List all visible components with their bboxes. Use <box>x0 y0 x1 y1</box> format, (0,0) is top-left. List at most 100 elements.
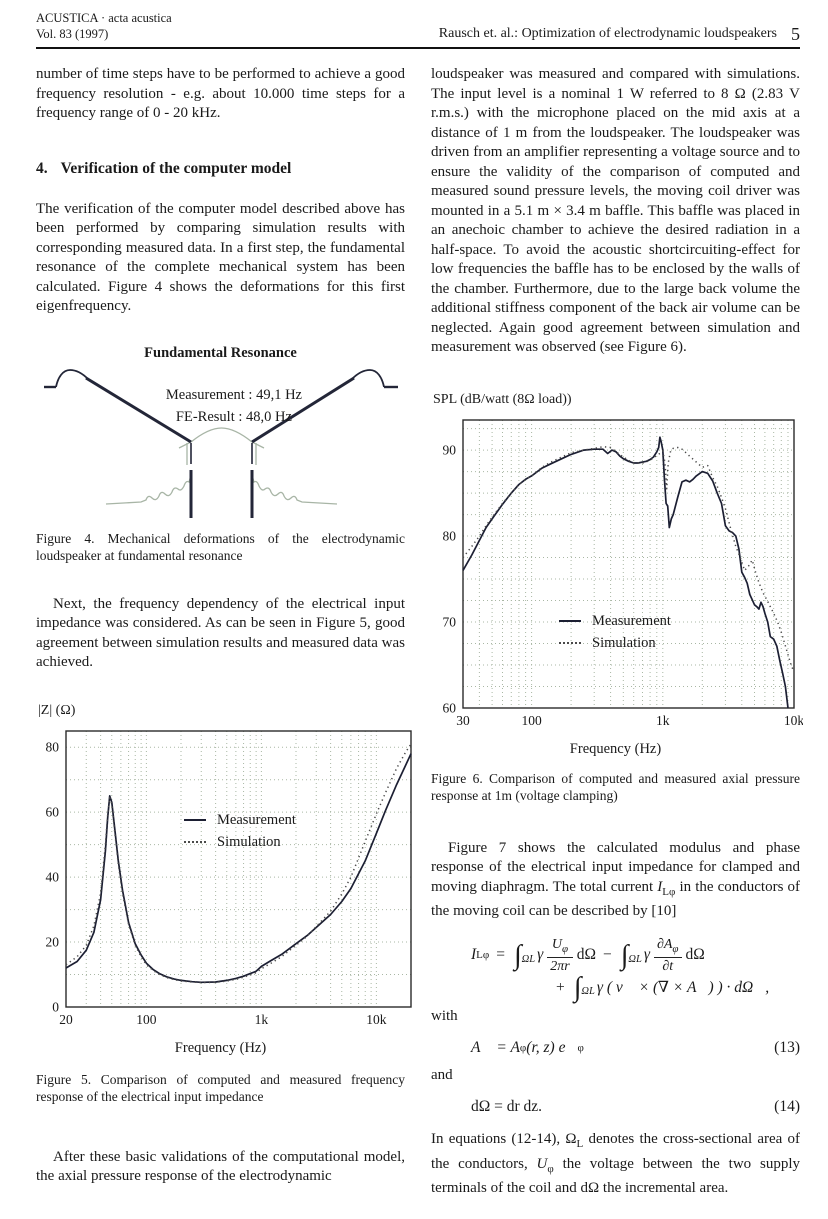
equation-number: (13) <box>774 1039 800 1057</box>
inline-math-sub: φ <box>547 1162 554 1175</box>
and-label: and <box>431 1067 453 1084</box>
paragraph: Figure 7 shows the calculated modulus an… <box>431 839 800 922</box>
figure4-title: Fundamental Resonance <box>144 344 297 361</box>
svg-text:20: 20 <box>59 1012 73 1027</box>
paragraph: number of time steps have to be performe… <box>36 66 405 121</box>
svg-text:20: 20 <box>46 934 60 949</box>
journal-info: ACUSTICA · acta acustica Vol. 83 (1997) <box>36 10 172 42</box>
figure5-x-axis-title: Frequency (Hz) <box>174 1039 267 1056</box>
paragraph-text: In equations (12-14), <box>431 1131 566 1148</box>
figure5-chart: 0 20 40 60 80 20 100 1k 10k Measurement Simulati… <box>36 723 412 1038</box>
fraction: ∂Aφ ∂t <box>653 936 682 976</box>
right-column: loudspeaker was measured and compared wi… <box>431 65 804 1199</box>
figure6-y-axis-title: SPL (dB/watt (8Ω load)) <box>433 391 572 407</box>
equals-sign: = <box>496 946 505 964</box>
equation-14: dΩ = dr dz. (14) <box>431 1098 800 1116</box>
spl-chart: 60 70 80 90 30 100 1k 10k <box>443 418 804 728</box>
inline-math: U <box>536 1155 548 1172</box>
legend-item-measurement: Measurement <box>184 809 296 831</box>
legend-label: Measurement <box>592 612 671 629</box>
page-header: ACUSTICA · acta acustica Vol. 83 (1997) … <box>36 10 800 49</box>
gamma: γ <box>537 946 544 964</box>
paragraph: After these basic validations of the com… <box>36 1148 405 1185</box>
svg-text:60: 60 <box>443 700 457 715</box>
figure5-caption: Figure 5. Comparison of computed and mea… <box>36 1071 405 1105</box>
svg-text:100: 100 <box>136 1012 157 1027</box>
svg-text:100: 100 <box>521 713 542 728</box>
equation-number: (14) <box>774 1098 800 1116</box>
integral: ∫ΩL <box>573 972 595 1004</box>
figure-6: SPL (dB/watt (8Ω load)) 60 70 80 90 30 100 1k 1… <box>431 391 804 805</box>
equation-12: I Lφ = ∫ΩL γ Uφ 2πr dΩ − ∫ΩL γ ∂Aφ ∂t dΩ <box>431 936 800 1002</box>
plus-sign: + <box>556 978 565 996</box>
paragraph-text: Figure 7 shows the calculated modulus an… <box>431 839 800 895</box>
svg-text:0: 0 <box>52 999 59 1014</box>
paragraph-text: denotes the cross-sectional area of the … <box>431 1131 801 1172</box>
differential: dΩ <box>685 946 705 964</box>
simulation-line-sample <box>184 840 206 843</box>
figure5-legend: Measurement Simulation <box>184 809 296 853</box>
eq-lhs: I <box>471 946 477 964</box>
svg-text:1k: 1k <box>255 1012 269 1027</box>
fraction: Uφ 2πr <box>547 936 573 976</box>
journal-volume: Vol. 83 (1997) <box>36 27 109 41</box>
figure4-annotations: Measurement : 49,1 Hz FE-Result : 48,0 H… <box>166 384 302 428</box>
left-column: number of time steps have to be performe… <box>36 65 412 1199</box>
integral: ∫ΩL <box>514 939 536 971</box>
figure-4: Fundamental Resonance <box>36 345 405 565</box>
paragraph: In equations (12-14), ΩL denotes the cro… <box>431 1130 800 1199</box>
simulation-line-sample <box>559 641 581 644</box>
eq-sub: φ <box>519 1042 527 1055</box>
differential: dΩ <box>576 946 596 964</box>
section-number: 4. <box>36 159 48 177</box>
integral: ∫ΩL <box>620 939 642 971</box>
inline-math-sub: L <box>576 1138 584 1151</box>
two-column-body: number of time steps have to be performe… <box>36 65 804 1199</box>
fe-result-value: FE-Result : 48,0 Hz <box>175 408 292 425</box>
inline-math-current: I <box>657 878 663 895</box>
figure6-legend: Measurement Simulation <box>559 610 671 654</box>
eq-body: dΩ = dr dz. <box>471 1098 543 1116</box>
figure4-caption: Figure 4. Mechanical deformations of the… <box>36 530 405 564</box>
svg-text:1k: 1k <box>656 713 670 728</box>
figure5-y-axis-title: |Z| (Ω) <box>38 702 76 718</box>
measurement-line-sample <box>559 619 581 622</box>
svg-text:60: 60 <box>46 804 60 819</box>
inline-math-sub: Lφ <box>662 885 676 898</box>
svg-text:80: 80 <box>443 528 457 543</box>
svg-text:70: 70 <box>443 614 457 629</box>
figure4-diagram: Measurement : 49,1 Hz FE-Result : 48,0 H… <box>36 362 421 522</box>
inline-math: Ω <box>565 1131 577 1148</box>
paragraph: Next, the frequency dependency of the el… <box>36 595 405 671</box>
svg-text:10k: 10k <box>784 713 803 728</box>
figure6-chart: 60 70 80 90 30 100 1k 10k Measurement Simulatio… <box>431 412 804 739</box>
svg-text:90: 90 <box>443 442 457 457</box>
figure-5: |Z| (Ω) 0 20 40 60 80 20 100 1k 10k Measurement … <box>36 702 412 1106</box>
eq-body: A⃗ = A <box>471 1039 520 1057</box>
gamma: γ <box>643 946 650 964</box>
paragraph: The verification of the computer model d… <box>36 200 405 315</box>
eq-body: (r, z) e⃗ <box>526 1039 578 1057</box>
journal-name: ACUSTICA · acta acustica <box>36 11 172 25</box>
figure6-x-axis-title: Frequency (Hz) <box>569 740 662 757</box>
loudspeaker-deformation-drawing <box>44 368 398 518</box>
equation-12-line2: + ∫ΩL γ ( v⃗ × (∇ × A⃗) ) · dΩ⃗, (12) <box>549 972 828 1004</box>
minus-sign: − <box>602 946 612 964</box>
paragraph-text: in the conductors of the moving coil can… <box>431 878 800 920</box>
legend-label: Simulation <box>217 833 281 850</box>
measurement-line-sample <box>184 818 206 821</box>
legend-label: Measurement <box>217 811 296 828</box>
legend-label: Simulation <box>592 634 656 651</box>
eq-sub: φ <box>577 1042 584 1055</box>
svg-text:10k: 10k <box>366 1012 387 1027</box>
figure6-caption: Figure 6. Comparison of computed and mea… <box>431 770 800 804</box>
with-label: with <box>431 1008 458 1025</box>
svg-text:40: 40 <box>46 869 60 884</box>
eq-lhs-sub: Lφ <box>476 949 490 962</box>
svg-text:80: 80 <box>46 739 60 754</box>
measurement-value: Measurement : 49,1 Hz <box>165 386 302 403</box>
paragraph: loudspeaker was measured and compared wi… <box>431 66 800 355</box>
page-number: 5 <box>791 24 800 44</box>
